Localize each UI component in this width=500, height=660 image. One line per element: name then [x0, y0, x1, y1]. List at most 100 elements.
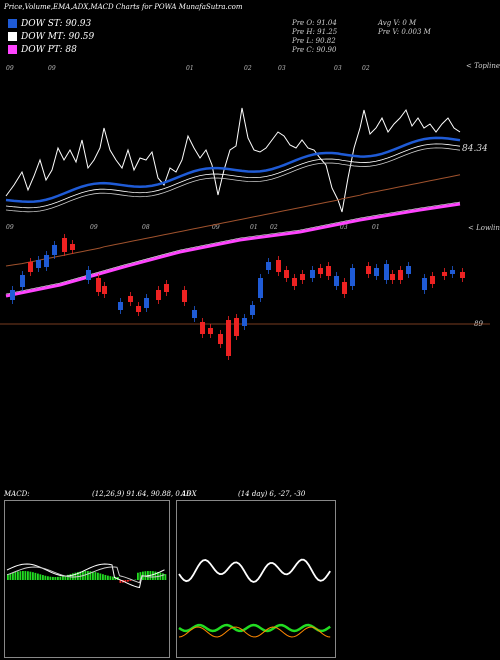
- macd-hist-bar: [32, 572, 34, 580]
- macd-hist-bar: [84, 571, 87, 580]
- macd-hist-bar: [134, 579, 137, 580]
- candle-body: [156, 290, 161, 300]
- top-month-label: 09: [6, 65, 14, 72]
- stat-prev-volume: Pre V: 0.003 M: [378, 28, 431, 36]
- chart-title: Price,Volume,EMA,ADX,MACD Charts for POW…: [4, 3, 243, 11]
- macd-hist-bar: [42, 575, 44, 580]
- price-label: 84.34: [462, 144, 488, 154]
- macd-hist-bar: [67, 574, 69, 580]
- macd-hist-bar: [119, 580, 122, 583]
- candle-body: [144, 298, 149, 308]
- macd-hist-bar: [87, 571, 89, 580]
- candle-body: [62, 238, 67, 252]
- candle-body: [20, 275, 25, 287]
- candle-body: [28, 262, 33, 272]
- candle-body: [96, 278, 101, 292]
- macd-hist-bar: [14, 571, 17, 580]
- adx-panel: [176, 500, 336, 658]
- macd-hist-bar: [12, 572, 14, 580]
- macd-hist-bar: [107, 575, 109, 580]
- candle-body: [342, 282, 347, 294]
- candle-body: [366, 266, 371, 274]
- top-month-label: 02: [244, 65, 252, 72]
- dow-mt-line: [5, 143, 461, 209]
- candle-body: [192, 310, 197, 318]
- stat-low: Pre L: 90.82: [292, 37, 336, 45]
- topline-label: < Topline: [466, 62, 500, 70]
- candle-body: [70, 244, 75, 250]
- stat-avg-volume: Avg V: 0 M: [378, 19, 417, 27]
- macd-hist-bar: [77, 572, 79, 580]
- legend-swatch-st: [8, 19, 17, 28]
- mid-month-label: 01: [372, 224, 380, 231]
- macd-hist-bar: [94, 572, 97, 580]
- macd-hist-bar: [74, 572, 77, 580]
- macd-hist-bar: [109, 576, 112, 580]
- top-month-label: 03: [334, 65, 342, 72]
- candle-body: [460, 272, 465, 278]
- macd-hist-bar: [127, 580, 129, 582]
- macd-params: (12,26,9) 91.64, 90.88, 0.16: [92, 490, 191, 498]
- candle-body: [208, 328, 213, 334]
- price-oscillator-line: [5, 107, 461, 213]
- candle-body: [86, 270, 91, 280]
- macd-hist-bar: [22, 571, 24, 580]
- candle-body: [310, 270, 315, 278]
- candle-body: [318, 268, 323, 274]
- candle-body: [36, 260, 41, 268]
- adx-minus-di-line: [178, 626, 331, 638]
- macd-hist-bar: [114, 576, 117, 580]
- macd-hist-bar: [64, 575, 67, 580]
- candle-body: [266, 262, 271, 270]
- candle-body: [226, 320, 231, 356]
- adx-params: (14 day) 6, -27, -30: [238, 490, 306, 498]
- macd-hist-bar: [27, 571, 29, 580]
- stat-close: Pre C: 90.90: [292, 46, 337, 54]
- lowline-label: < Lowline: [468, 224, 500, 232]
- mid-month-label: 01: [250, 224, 258, 231]
- stat-open: Pre O: 91.04: [292, 19, 337, 27]
- macd-hist-bar: [152, 571, 154, 580]
- legend-dow-st: DOW ST: 90.93: [8, 19, 91, 29]
- macd-hist-bar: [7, 574, 9, 580]
- mid-month-label: 03: [340, 224, 348, 231]
- candle-body: [292, 278, 297, 286]
- macd-hist-bar: [54, 576, 57, 580]
- ema-slow-line: [5, 174, 461, 267]
- candle-body: [450, 270, 455, 274]
- candle-body: [406, 266, 411, 274]
- dow-pt-highlight: [5, 201, 461, 295]
- macd-signal-line: [6, 566, 165, 584]
- candle-body: [384, 264, 389, 280]
- macd-hist-bar: [49, 576, 52, 580]
- macd-hist-bar: [162, 573, 164, 580]
- candle-body: [284, 270, 289, 278]
- candle-body: [442, 272, 447, 276]
- macd-hist-bar: [39, 574, 42, 580]
- price-chart: 09 09 01 02 03 03 02 09 09 08 09 01 02 03 01: [0, 65, 490, 360]
- candle-body: [250, 305, 255, 315]
- dow-mt-line-2: [5, 147, 461, 213]
- candle-body: [374, 268, 379, 276]
- candle-body: [102, 286, 107, 294]
- candle-body: [128, 296, 133, 302]
- candle-body: [164, 284, 169, 292]
- macd-hist-bar: [104, 574, 107, 580]
- top-month-label: 03: [278, 65, 286, 72]
- stat-high: Pre H: 91.25: [292, 28, 338, 36]
- legend-swatch-pt: [8, 45, 17, 54]
- macd-hist-bar: [92, 571, 94, 580]
- candle-body: [276, 260, 281, 272]
- dow-st-line: [5, 136, 461, 204]
- adx-frame: [176, 500, 336, 658]
- adx-di-line: [178, 558, 331, 583]
- candle-body: [44, 255, 49, 267]
- macd-hist-bar: [34, 572, 37, 580]
- macd-hist-bar: [37, 573, 39, 580]
- macd-hist-bar: [137, 572, 139, 580]
- candle-body: [398, 270, 403, 280]
- macd-hist-bar: [47, 576, 49, 580]
- mid-month-label: 08: [142, 224, 150, 231]
- macd-hist-bar: [97, 572, 99, 580]
- macd-hist-bar: [89, 571, 92, 580]
